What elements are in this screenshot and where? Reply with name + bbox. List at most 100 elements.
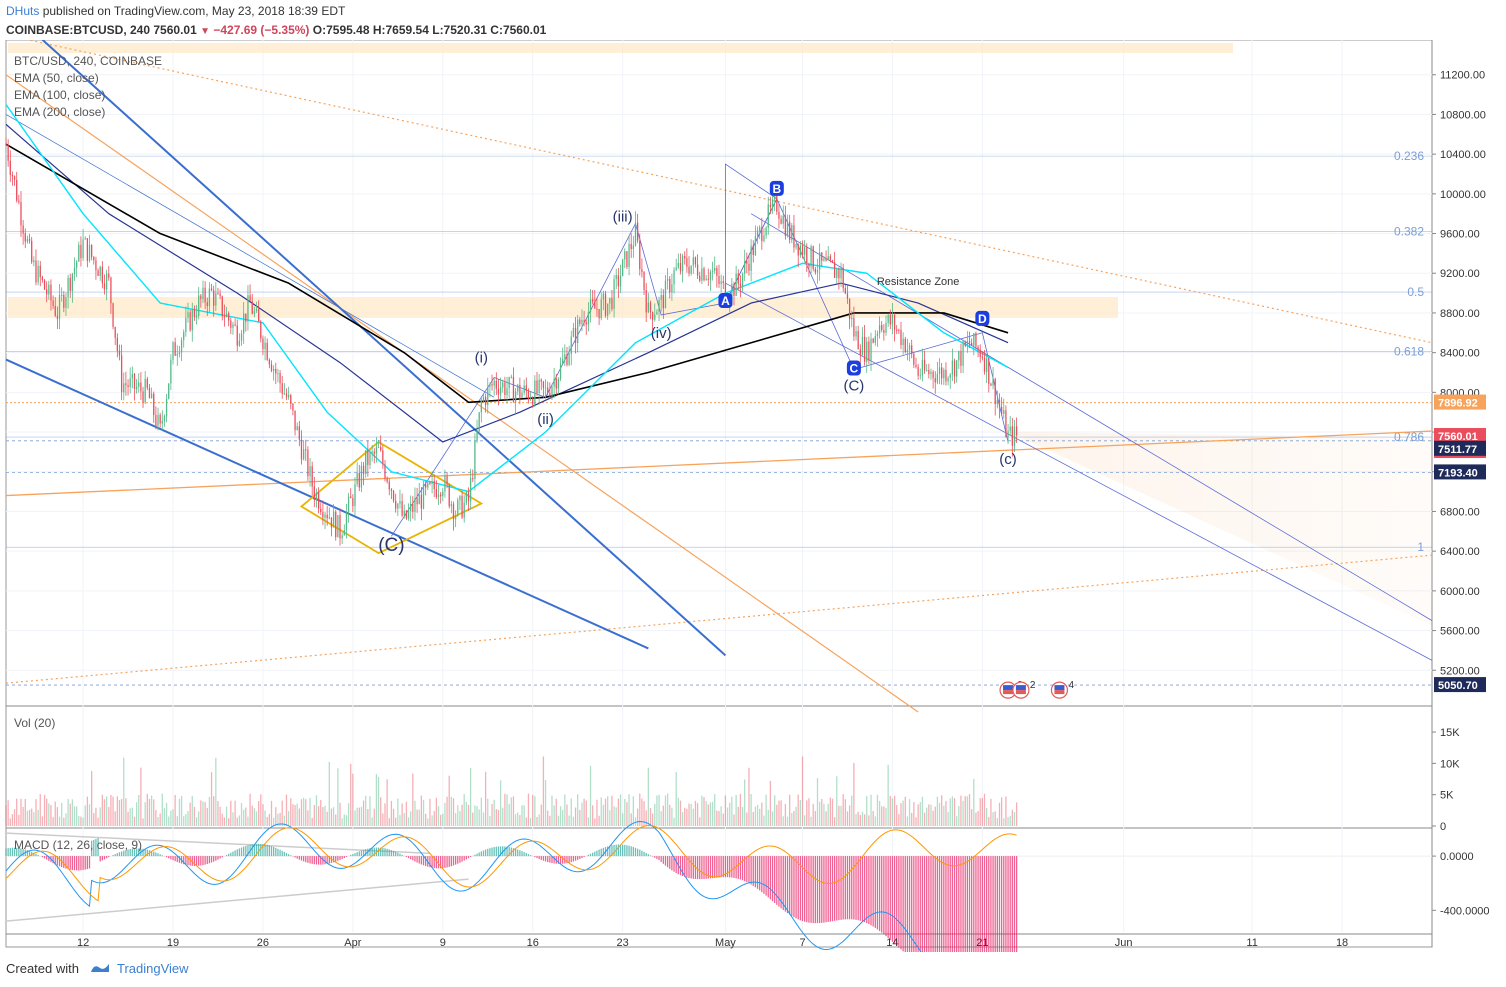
candle-body xyxy=(24,233,26,242)
macd-histogram-bar xyxy=(1015,856,1018,952)
support-trendline xyxy=(5,430,1433,497)
candle-body xyxy=(487,386,489,405)
candle-body xyxy=(896,329,898,331)
candle-body xyxy=(390,489,393,491)
macd-histogram-bar xyxy=(1003,856,1005,952)
candle-body xyxy=(921,359,924,376)
volume-bar xyxy=(422,799,425,826)
candle-body xyxy=(651,312,654,320)
macd-histogram-bar xyxy=(696,856,699,880)
volume-bar xyxy=(538,814,540,826)
macd-pane xyxy=(5,821,1432,952)
candle-body xyxy=(906,349,909,353)
macd-histogram-bar xyxy=(135,848,138,857)
macd-histogram-bar xyxy=(906,856,909,952)
candle-body xyxy=(510,376,512,378)
candle-body xyxy=(28,239,31,241)
macd-histogram-bar xyxy=(352,854,354,857)
volume-bar xyxy=(110,794,112,826)
macd-histogram-bar xyxy=(797,856,799,920)
candle-body xyxy=(823,258,825,261)
volume-bar xyxy=(675,772,677,826)
volume-bar xyxy=(1005,796,1007,826)
macd-histogram-bar xyxy=(425,856,427,867)
volume-bar xyxy=(771,811,774,826)
candle-body xyxy=(31,240,33,263)
macd-trendline xyxy=(5,878,469,922)
candle-body xyxy=(962,341,964,366)
channel-lower-line xyxy=(5,358,649,650)
candle-body xyxy=(217,293,219,295)
candle-body xyxy=(495,380,497,389)
volume-bar xyxy=(630,813,632,826)
price-axis[interactable]: 11200.0010800.0010400.0010000.009600.009… xyxy=(1432,70,1490,918)
macd-histogram-bar xyxy=(103,856,106,860)
volume-bar xyxy=(844,799,846,826)
macd-histogram-bar xyxy=(581,856,583,858)
volume-bar xyxy=(739,793,742,826)
down-arrow-icon: ▼ xyxy=(200,26,211,37)
candle-body xyxy=(741,273,744,287)
price-tick-label: 9600.00 xyxy=(1440,229,1480,241)
candle-body xyxy=(198,295,200,316)
macd-histogram-bar xyxy=(120,851,123,857)
volume-bar xyxy=(904,796,906,826)
event-flag-flag xyxy=(1003,690,1014,695)
volume-bar xyxy=(994,811,996,826)
candle-body xyxy=(534,380,536,405)
candle-body xyxy=(407,511,410,519)
volume-bar xyxy=(279,812,281,826)
candle-body xyxy=(711,270,714,273)
volume-bar xyxy=(988,817,990,826)
macd-histogram-bar xyxy=(701,856,703,880)
candle-body xyxy=(317,492,320,509)
volume-bar xyxy=(711,801,714,826)
macd-tick-label: -400.0000 xyxy=(1440,905,1490,917)
volume-bar xyxy=(716,810,718,826)
author-link[interactable]: DHuts xyxy=(6,4,40,18)
macd-histogram-bar xyxy=(609,845,611,857)
candle-body xyxy=(140,382,142,392)
volume-bar xyxy=(46,798,48,826)
macd-histogram-bar xyxy=(962,856,964,952)
time-axis[interactable]: 12 19 26 Apr 9 16 23 May 7 14 21 Jun 11 18 xyxy=(77,937,1348,949)
macd-histogram-bar xyxy=(724,856,727,878)
volume-bar xyxy=(628,794,630,826)
candle-body xyxy=(793,225,795,248)
volume-bar xyxy=(467,804,470,826)
thin-trendline xyxy=(5,114,495,398)
candle-body xyxy=(268,359,271,365)
macd-histogram-bar xyxy=(900,856,902,950)
macd-histogram-bar xyxy=(592,852,594,857)
volume-bar xyxy=(622,813,624,826)
macd-histogram-bar xyxy=(964,856,966,952)
volume-bar xyxy=(748,767,750,826)
volume-bar xyxy=(369,796,371,826)
candle-body xyxy=(814,268,816,273)
volume-tick-label: 0 xyxy=(1440,821,1446,833)
volume-bar xyxy=(253,808,256,826)
chart-area[interactable]: 0.2360.3820.50.6180.7861(i)(ii)(iii)(iv)… xyxy=(0,40,1506,952)
macd-histogram-bar xyxy=(58,856,61,867)
candle-body xyxy=(133,373,136,389)
macd-histogram-bar xyxy=(919,856,921,952)
candle-body xyxy=(827,256,829,261)
tradingview-link[interactable]: TradingView xyxy=(117,961,189,976)
price-label-box xyxy=(1434,440,1486,456)
volume-bar xyxy=(260,794,262,826)
volume-bar xyxy=(611,795,613,826)
macd-histogram-bar xyxy=(613,844,615,857)
volume-bar xyxy=(384,803,386,826)
candle-body xyxy=(328,517,330,519)
candle-body xyxy=(675,267,677,270)
candle-body xyxy=(866,341,868,362)
volume-bar xyxy=(973,779,975,826)
candle-body xyxy=(300,439,303,460)
candle-body xyxy=(932,371,934,379)
volume-bar xyxy=(767,809,769,826)
macd-histogram-bar xyxy=(913,856,915,952)
volume-bar xyxy=(941,795,943,826)
volume-bar xyxy=(258,801,260,826)
candle-body xyxy=(566,354,568,365)
volume-bar xyxy=(375,774,378,826)
